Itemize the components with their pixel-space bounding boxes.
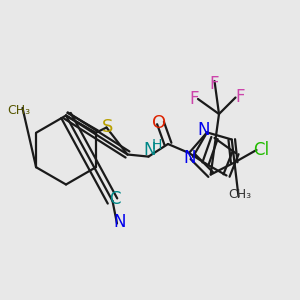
Text: CH₃: CH₃ xyxy=(7,104,31,117)
Text: N: N xyxy=(114,213,126,231)
Text: Cl: Cl xyxy=(253,141,269,159)
Text: F: F xyxy=(189,90,199,108)
Text: F: F xyxy=(235,88,244,106)
Text: F: F xyxy=(210,75,219,93)
Text: S: S xyxy=(102,118,114,136)
Text: O: O xyxy=(152,114,166,132)
Text: CH₃: CH₃ xyxy=(228,188,252,202)
Text: N: N xyxy=(144,141,156,159)
Text: N: N xyxy=(198,121,210,139)
Text: N: N xyxy=(183,149,196,167)
Text: C: C xyxy=(109,190,121,208)
Text: H: H xyxy=(152,138,162,152)
